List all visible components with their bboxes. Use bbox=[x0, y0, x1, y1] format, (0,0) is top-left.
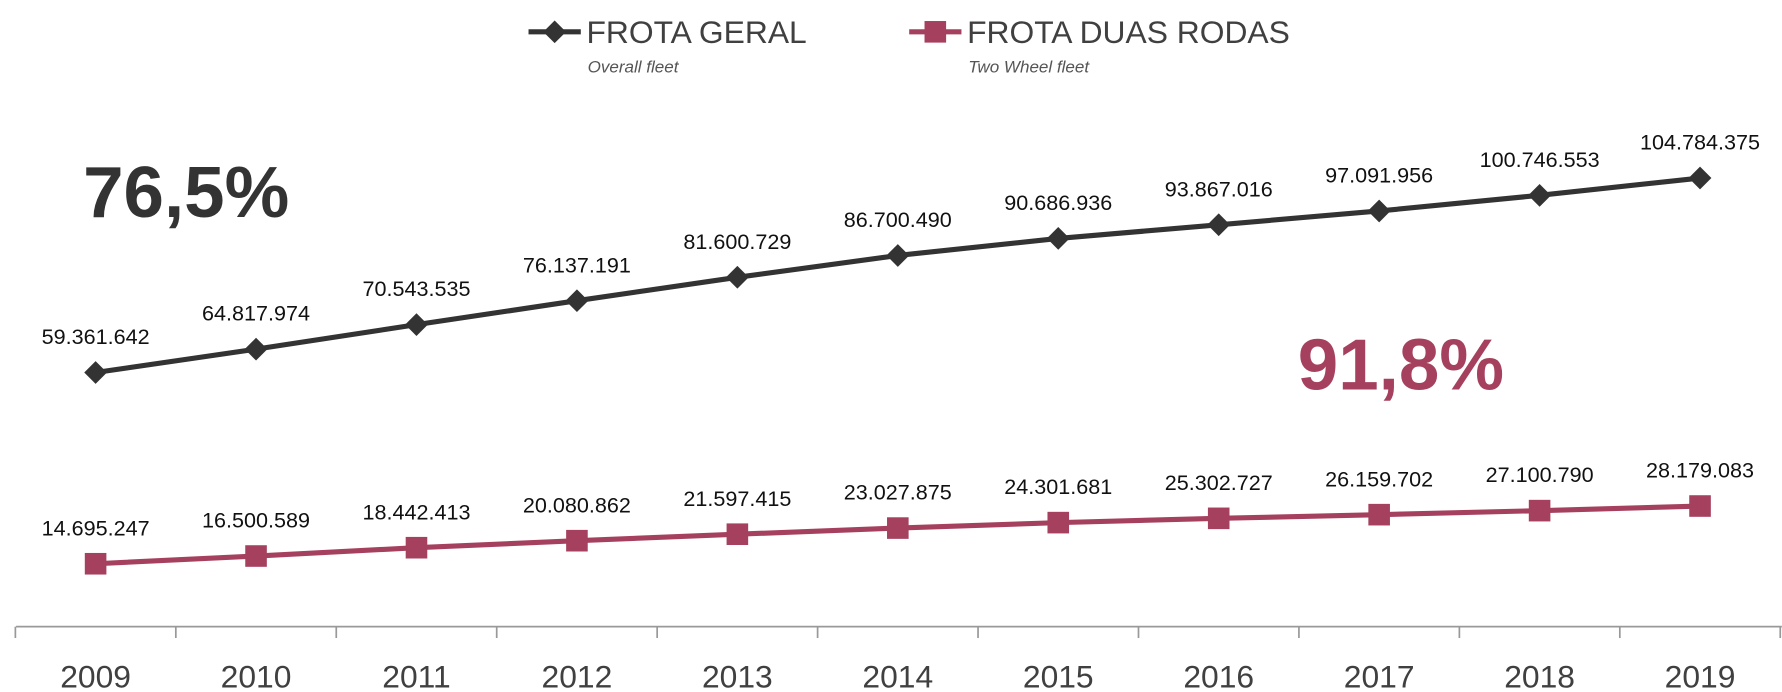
data-point bbox=[244, 337, 268, 361]
data-point bbox=[1528, 499, 1551, 522]
data-label: 26.159.702 bbox=[1325, 466, 1433, 491]
x-tick-label: 2014 bbox=[862, 658, 933, 692]
data-point bbox=[405, 313, 428, 337]
data-label: 86.700.490 bbox=[844, 207, 952, 232]
data-label: 100.746.553 bbox=[1480, 147, 1600, 172]
data-label: 23.027.875 bbox=[844, 480, 952, 505]
x-tick-label: 2015 bbox=[1023, 658, 1094, 692]
data-label: 18.442.413 bbox=[362, 499, 470, 524]
x-tick-label: 2019 bbox=[1665, 658, 1736, 692]
data-point bbox=[565, 289, 589, 313]
data-point bbox=[726, 523, 749, 545]
x-tick-label: 2009 bbox=[60, 658, 131, 692]
data-point bbox=[84, 552, 107, 575]
data-point bbox=[1689, 495, 1711, 517]
data-point bbox=[1207, 213, 1231, 237]
x-tick-label: 2016 bbox=[1183, 658, 1254, 692]
data-point bbox=[84, 361, 107, 384]
data-point bbox=[1688, 166, 1712, 190]
legend-label: FROTA GERAL bbox=[586, 14, 806, 50]
data-point bbox=[1047, 511, 1070, 534]
data-label: 93.867.016 bbox=[1165, 176, 1273, 201]
x-tick-label: 2012 bbox=[542, 658, 613, 692]
data-point bbox=[1046, 227, 1070, 250]
x-tick-label: 2018 bbox=[1504, 658, 1575, 692]
data-label: 21.597.415 bbox=[683, 486, 791, 511]
data-label: 24.301.681 bbox=[1004, 474, 1112, 499]
data-point bbox=[245, 545, 267, 567]
data-label: 16.500.589 bbox=[202, 508, 310, 533]
data-point bbox=[566, 529, 588, 552]
data-point bbox=[1367, 199, 1391, 223]
legend-subtitle: Two Wheel fleet bbox=[968, 58, 1090, 77]
data-label: 28.179.083 bbox=[1646, 458, 1754, 483]
data-label: 70.543.535 bbox=[362, 276, 470, 301]
data-label: 104.784.375 bbox=[1640, 130, 1760, 155]
data-label: 97.091.956 bbox=[1325, 163, 1433, 188]
x-tick-label: 2017 bbox=[1344, 658, 1415, 692]
legend-marker bbox=[924, 21, 947, 43]
data-point bbox=[887, 517, 909, 539]
legend-marker bbox=[543, 20, 567, 44]
data-point bbox=[1207, 507, 1230, 530]
x-tick-label: 2011 bbox=[382, 658, 450, 692]
data-label: 76.137.191 bbox=[523, 252, 631, 277]
data-point bbox=[405, 536, 428, 559]
legend-subtitle: Overall fleet bbox=[588, 58, 680, 77]
data-label: 25.302.727 bbox=[1165, 470, 1273, 495]
x-tick-label: 2013 bbox=[702, 658, 773, 692]
data-point bbox=[1528, 183, 1551, 207]
data-label: 81.600.729 bbox=[683, 229, 791, 254]
data-point bbox=[726, 265, 749, 289]
data-label: 20.080.862 bbox=[523, 492, 631, 517]
data-label: 14.695.247 bbox=[42, 515, 150, 540]
data-label: 27.100.790 bbox=[1486, 462, 1594, 487]
data-label: 90.686.936 bbox=[1004, 190, 1112, 215]
legend-label: FROTA DUAS RODAS bbox=[967, 14, 1290, 50]
annotation: 76,5% bbox=[83, 152, 289, 233]
x-tick-label: 2010 bbox=[221, 658, 292, 692]
data-label: 64.817.974 bbox=[202, 301, 310, 326]
data-label: 59.361.642 bbox=[42, 324, 150, 349]
data-point bbox=[886, 244, 910, 267]
annotation: 91,8% bbox=[1298, 325, 1504, 406]
data-point bbox=[1368, 503, 1390, 526]
